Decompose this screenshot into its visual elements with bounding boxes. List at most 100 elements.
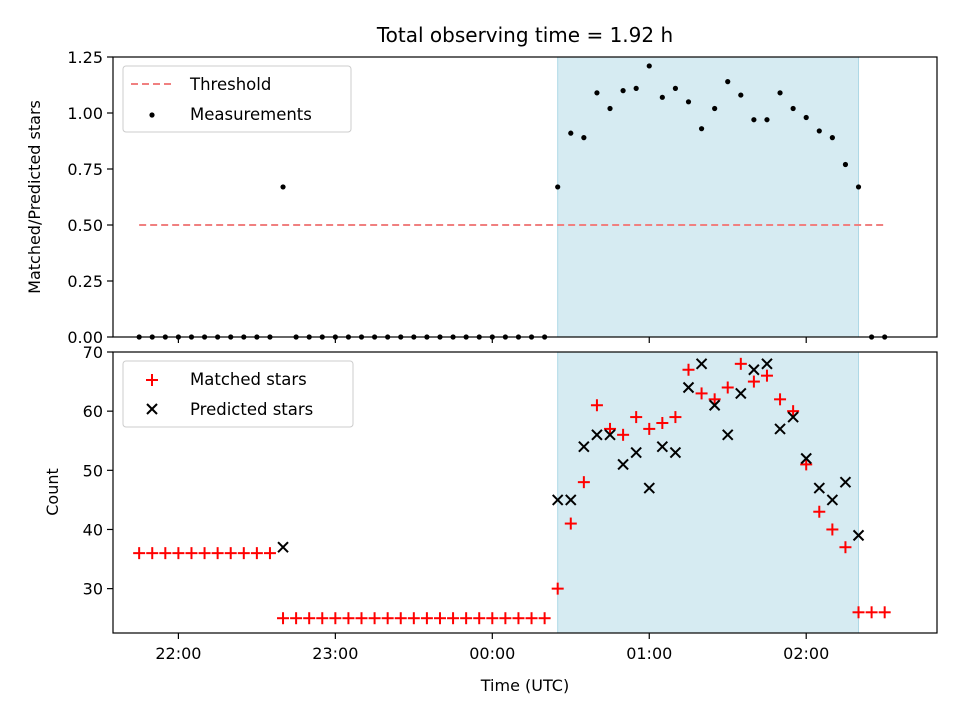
top-legend: Threshold Measurements [122, 65, 352, 133]
top-y-axis-label: Matched/Predicted stars [25, 100, 44, 294]
matched-star-point [577, 476, 590, 489]
measurement-point [842, 161, 849, 168]
matched-star-point [839, 541, 852, 554]
measurement-point [803, 114, 809, 121]
matched-star-point [407, 612, 420, 625]
matched-star-point [747, 375, 760, 388]
predicted-star-point [669, 446, 682, 459]
predicted-star-point [708, 399, 721, 411]
x-tick-label: 02:00 [783, 644, 829, 663]
y-tick-label: 1.00 [67, 104, 103, 123]
predicted-star-point [787, 411, 799, 423]
measurement-point [738, 92, 744, 98]
matched-star-point [682, 363, 695, 376]
matched-star-point [263, 547, 276, 560]
predicted-star-point [682, 381, 695, 394]
matched-star-point [224, 547, 237, 560]
matched-star-point [447, 612, 460, 625]
top-legend-box [122, 65, 352, 133]
predicted-stars-points [277, 358, 865, 553]
predicted-star-point [852, 529, 865, 542]
measurement-point [280, 184, 286, 190]
matched-star-point [329, 612, 342, 625]
matched-star-point [734, 357, 747, 370]
predicted-star-point [551, 494, 564, 506]
measurement-point [816, 128, 822, 134]
matched-star-point [303, 612, 316, 625]
top-shaded-span [557, 56, 860, 338]
measurement-point [620, 88, 626, 94]
measurement-point [659, 94, 665, 100]
matched-star-point [133, 547, 146, 560]
matched-star-point [852, 606, 865, 619]
matched-star-point [604, 422, 617, 435]
matched-star-point [787, 405, 800, 418]
matched-star-point [695, 387, 708, 400]
measurement-point [712, 105, 718, 112]
y-tick-label: 50 [83, 461, 103, 480]
matched-star-point [211, 547, 224, 560]
bottom-x-ticks: 22:00 23:00 00:00 01:00 02:00 [155, 633, 829, 663]
predicted-star-point [735, 387, 747, 400]
top-y-ticks: 0.00 0.25 0.50 0.75 1.00 1.25 [67, 48, 113, 347]
y-tick-label: 40 [83, 520, 103, 539]
matched-star-point [630, 411, 643, 424]
matched-star-point [708, 393, 721, 406]
x-axis-label: Time (UTC) [480, 676, 569, 695]
matched-star-point [826, 523, 839, 536]
measurement-point [777, 90, 783, 96]
matched-star-point [394, 612, 407, 625]
chart-title: Total observing time = 1.92 h [376, 23, 673, 47]
measurement-point [633, 85, 639, 91]
bottom-axes-frame [112, 351, 938, 634]
matched-star-point [551, 582, 564, 595]
matched-star-point [433, 612, 446, 625]
matched-star-point [159, 547, 172, 560]
matched-star-point [460, 612, 473, 625]
bottom-shaded-span [557, 351, 860, 634]
predicted-star-point [722, 429, 734, 441]
matched-star-point [564, 517, 577, 530]
legend-measurements-swatch [149, 112, 155, 118]
matched-star-point [316, 612, 329, 625]
matched-star-point [865, 606, 878, 619]
legend-predicted-swatch [146, 403, 158, 415]
predicted-star-point [826, 494, 839, 506]
measurement-point [672, 85, 679, 91]
measurement-point [594, 90, 600, 96]
y-tick-label: 0.75 [67, 160, 103, 179]
matched-star-point [800, 458, 813, 471]
measurement-point [855, 184, 862, 190]
measurement-point [725, 79, 731, 85]
legend-matched-label: Matched stars [190, 370, 307, 389]
predicted-star-point [565, 494, 577, 506]
matched-star-point [538, 612, 551, 625]
predicted-star-point [604, 429, 616, 441]
measurement-point [568, 130, 574, 136]
predicted-star-point [839, 476, 852, 488]
legend-matched-swatch [146, 374, 158, 386]
matched-star-point [237, 547, 250, 560]
matched-star-point [250, 547, 263, 560]
x-tick-label: 22:00 [155, 644, 201, 663]
legend-threshold-label: Threshold [189, 75, 271, 94]
measurement-point [698, 126, 705, 132]
matched-star-point [643, 422, 656, 435]
matched-star-point [878, 606, 891, 619]
x-tick-label: 23:00 [312, 644, 358, 663]
predicted-star-point [656, 440, 669, 453]
bottom-panel: 30 40 50 60 70 22:00 23:00 00:00 01:00 02:00 Cou… [43, 343, 938, 695]
predicted-star-point [761, 358, 773, 370]
matched-star-point [656, 416, 669, 429]
matched-star-point [172, 547, 185, 560]
bottom-legend-box [122, 360, 354, 428]
top-axes-frame [112, 56, 938, 338]
measurement-point [555, 184, 561, 190]
measurement-point [685, 99, 692, 105]
matched-star-point [146, 547, 159, 560]
matched-star-point [813, 505, 826, 518]
x-tick-label: 01:00 [626, 644, 672, 663]
measurement-point [607, 105, 613, 112]
predicted-star-point [277, 541, 289, 553]
bottom-y-axis-label: Count [43, 468, 62, 516]
